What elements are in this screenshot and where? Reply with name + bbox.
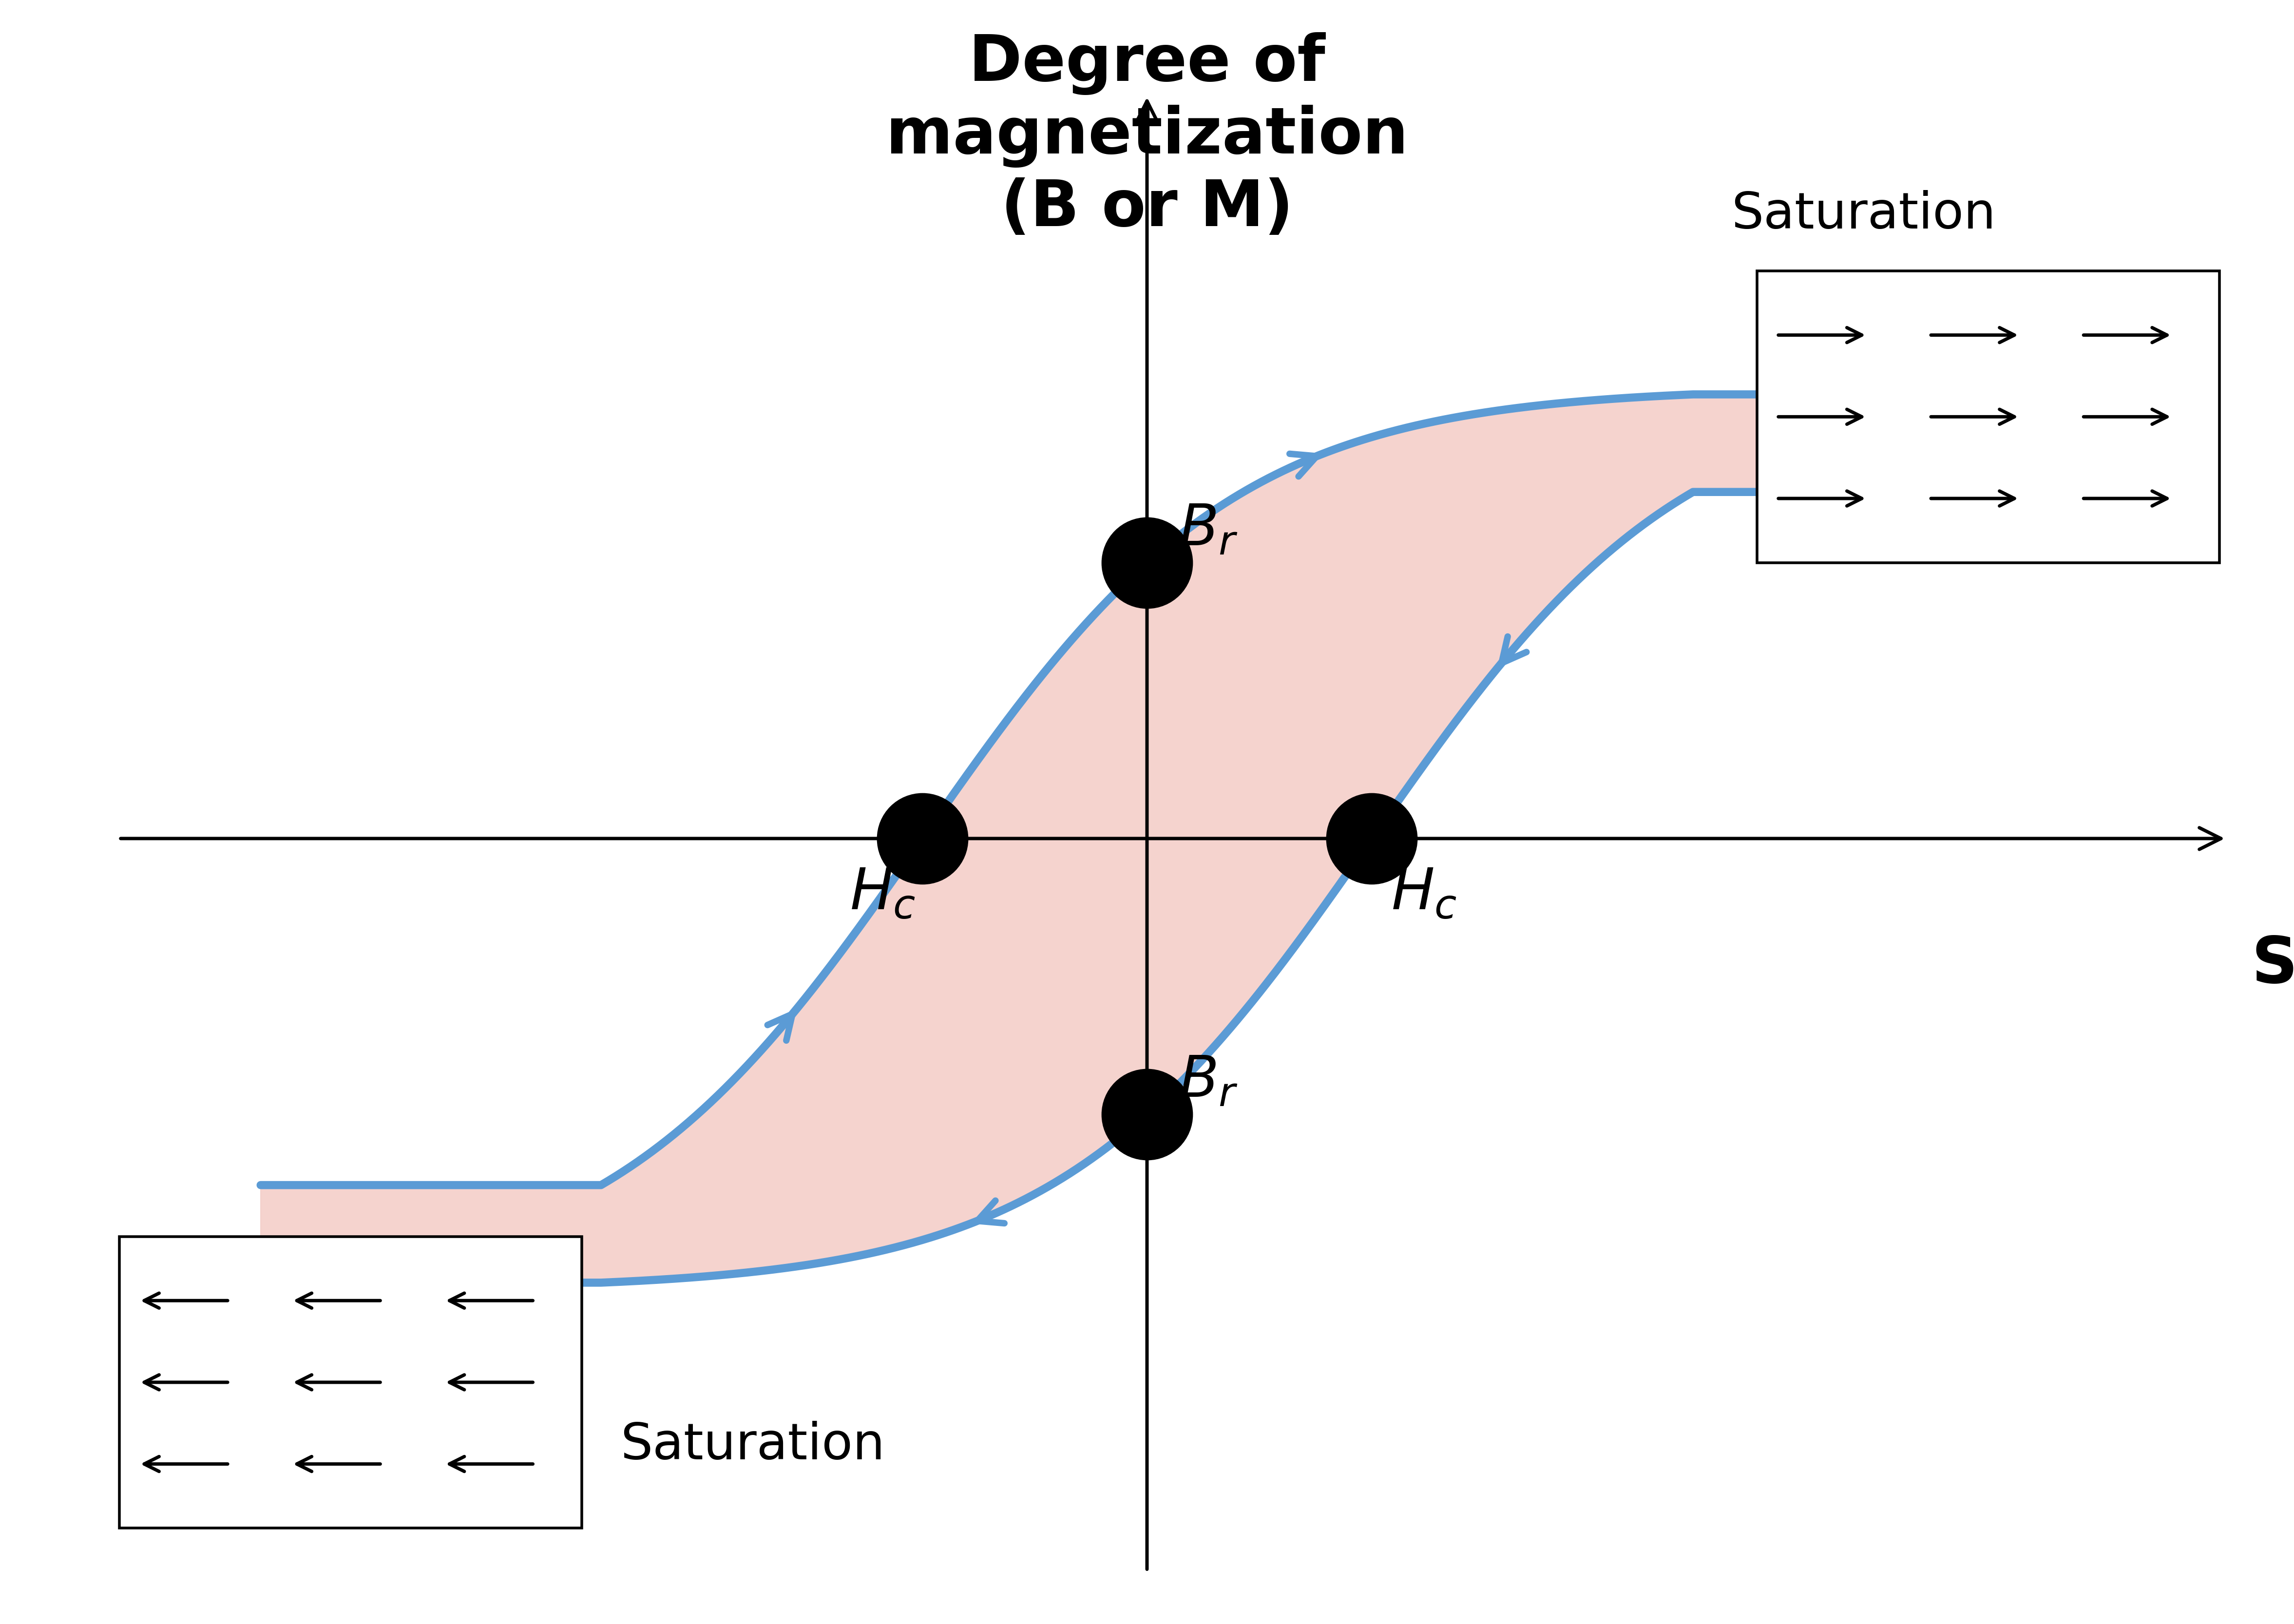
Text: $H_c$: $H_c$ <box>851 866 915 921</box>
Point <box>904 825 941 851</box>
Point <box>1129 549 1165 575</box>
Text: $B_r$: $B_r$ <box>1179 1052 1239 1109</box>
Point <box>1353 825 1390 851</box>
Text: $H_c$: $H_c$ <box>1390 866 1457 921</box>
Text: Strength of
magnetic
field (H): Strength of magnetic field (H) <box>2253 934 2294 1142</box>
Bar <box>1757 271 2221 562</box>
Text: Degree of
magnetization
(B or M): Degree of magnetization (B or M) <box>885 32 1409 239</box>
Text: Saturation: Saturation <box>1732 190 1996 239</box>
Polygon shape <box>262 395 2032 1283</box>
Bar <box>119 1236 583 1528</box>
Point <box>1129 1101 1165 1127</box>
Text: Saturation: Saturation <box>619 1421 885 1470</box>
Text: $B_r$: $B_r$ <box>1179 502 1239 557</box>
